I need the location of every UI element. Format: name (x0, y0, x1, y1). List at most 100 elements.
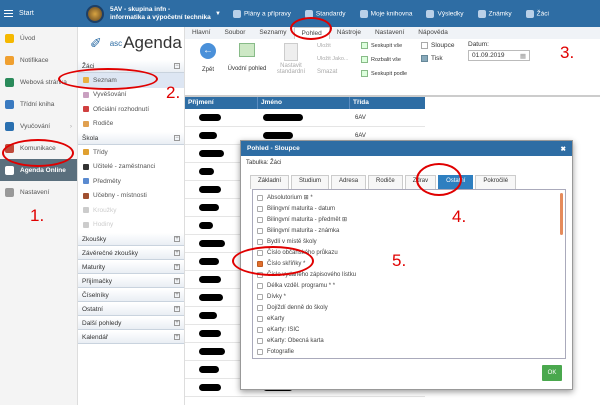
menu-item-tridy[interactable]: Třídy (78, 145, 184, 160)
checkbox[interactable] (257, 293, 263, 300)
collapse-all-button[interactable]: Seskupit vše (361, 42, 402, 49)
nav-znamky[interactable]: Známky (477, 9, 512, 18)
checkbox[interactable] (257, 304, 263, 311)
menu-item-vyvesovani[interactable]: Vyvěšování (78, 88, 184, 103)
group-zaverecne-zkousky[interactable]: Závěrečné zkoušky + (78, 247, 184, 260)
group-by-button[interactable]: Seskupit podle (361, 70, 407, 77)
checkbox[interactable] (257, 326, 263, 333)
column-class[interactable]: Třída (353, 99, 369, 106)
collapse-icon[interactable]: − (174, 135, 180, 141)
checkbox[interactable] (257, 337, 263, 344)
expand-all-button[interactable]: Rozbalit vše (361, 56, 401, 63)
sidebar-item-uvod[interactable]: Úvod (0, 27, 77, 49)
checkbox[interactable] (257, 205, 263, 212)
chevron-down-icon[interactable]: ▼ (215, 10, 221, 17)
expand-icon[interactable]: + (174, 292, 180, 298)
sidebar-item-nastaveni[interactable]: Nastavení (0, 181, 77, 203)
group-ostatni[interactable]: Ostatní + (78, 303, 184, 316)
group-ciselniky[interactable]: Číselníky + (78, 289, 184, 302)
nav-vysledky[interactable]: Výsledky (426, 9, 464, 18)
column-option[interactable]: Bilingvní maturita - datum (253, 203, 565, 214)
group-kalendar[interactable]: Kalendář + (78, 331, 184, 344)
menu-item-ucebny-mistnosti[interactable]: Učebny - místnosti (78, 189, 184, 204)
expand-icon[interactable]: + (174, 320, 180, 326)
znamky-icon (477, 9, 486, 18)
tab-napoveda[interactable]: Nápověda (418, 29, 448, 36)
column-option[interactable]: Bilingvní maturita - předmět ⊞ (253, 214, 565, 225)
column-option[interactable]: Dojíždí denně do školy (253, 302, 565, 313)
nav-standardy[interactable]: Standardy (304, 9, 346, 18)
column-surname[interactable]: Příjmení (185, 97, 258, 109)
expand-icon[interactable]: + (174, 278, 180, 284)
checkbox[interactable] (257, 315, 263, 322)
group-prijimacky[interactable]: Přijímačky + (78, 275, 184, 288)
column-option[interactable]: Absolutorium ⊞ * (253, 192, 565, 203)
column-option[interactable]: Dívky * (253, 291, 565, 302)
column-option[interactable]: Fotografie (253, 346, 565, 357)
menu-item-rodice[interactable]: Rodiče (78, 117, 184, 132)
scrollbar[interactable] (560, 193, 563, 235)
nav-zaci[interactable]: Žáci (525, 9, 549, 18)
ok-button[interactable]: OK (542, 365, 562, 381)
column-option[interactable]: Bilingvní maturita - známka (253, 225, 565, 236)
nav-moje-knihovna[interactable]: Moje knihovna (359, 9, 412, 18)
table-row[interactable]: 6AV (185, 109, 425, 127)
menu-item-oficialni-rozhodnuti[interactable]: Oficiální rozhodnutí (78, 102, 184, 117)
group-title: Závěrečné zkoušky (82, 249, 138, 257)
home-view-button[interactable]: Úvodní pohled (227, 43, 267, 72)
collapse-icon[interactable]: − (174, 63, 180, 69)
set-standard-button[interactable]: Nastavit standardní (271, 43, 311, 75)
group-maturity[interactable]: Maturity + (78, 261, 184, 274)
sidebar-item-notifikace[interactable]: Notifikace (0, 49, 77, 71)
dialog-tab-adresa[interactable]: Adresa (331, 175, 367, 189)
dialog-tab-pokrocile[interactable]: Pokročilé (475, 175, 517, 189)
save-as-button[interactable]: Uložit Jako... (317, 56, 349, 62)
column-option[interactable]: eKarty: ISIC (253, 324, 565, 335)
sidebar-item-tridni-kniha[interactable]: Třídní kniha (0, 93, 77, 115)
checkbox[interactable] (257, 348, 263, 355)
print-button[interactable]: Tisk (421, 55, 443, 62)
back-button[interactable]: ← Zpět (200, 43, 216, 73)
calendar-icon[interactable]: ▦ (519, 53, 526, 60)
date-input[interactable]: 01.09.2019 ▦ (468, 50, 530, 61)
checkbox[interactable] (257, 216, 263, 223)
tab-hlavni[interactable]: Hlavní (192, 29, 211, 36)
columns-button[interactable]: Sloupce (421, 42, 455, 49)
dialog-tab-zakladni[interactable]: Základní (250, 175, 290, 189)
column-option[interactable]: eKarty: Obecná karta (253, 335, 565, 346)
expand-icon[interactable]: + (174, 264, 180, 270)
sidebar-item-vyucovani[interactable]: Vyučování › (0, 115, 77, 137)
close-icon[interactable]: ✖ (560, 145, 566, 153)
group-dalsi-pohledy[interactable]: Další pohledy + (78, 317, 184, 330)
expand-icon[interactable]: + (174, 236, 180, 242)
checkbox[interactable] (257, 227, 263, 234)
tab-soubor[interactable]: Soubor (224, 29, 246, 36)
column-option[interactable]: Bydlí v místě školy (253, 236, 565, 247)
tab-nastroje[interactable]: Nástroje (336, 29, 361, 36)
menu-item-predmety[interactable]: Předměty (78, 174, 184, 189)
group-zkousky[interactable]: Zkoušky + (78, 233, 184, 246)
checkbox[interactable] (257, 194, 263, 201)
start-button[interactable]: Start (0, 10, 78, 17)
nav-plany-a-pripravy[interactable]: Plány a přípravy (232, 9, 291, 18)
tab-nastaveni[interactable]: Nastavení (374, 29, 405, 36)
class-selector[interactable]: 5AV - skupina infn - informatika a výpoče… (110, 5, 211, 21)
checkbox[interactable] (257, 282, 263, 289)
menu-item-krouzky[interactable]: Kroužky (78, 203, 184, 218)
menu-item-hodiny[interactable]: Hodiny (78, 218, 184, 233)
dialog-tab-rodice[interactable]: Rodiče (368, 175, 403, 189)
menu-item-ucitele-zamestnanci[interactable]: Učitelé - zaměstnanci (78, 160, 184, 175)
expand-icon[interactable]: + (174, 306, 180, 312)
save-button[interactable]: Uložit (317, 43, 331, 49)
column-option[interactable]: eKarty (253, 313, 565, 324)
group-skola[interactable]: Škola − (78, 132, 184, 145)
delete-button[interactable]: Smazat (317, 69, 338, 75)
expand-icon[interactable]: + (174, 250, 180, 256)
column-option[interactable]: Délka vzděl. programu * * (253, 280, 565, 291)
sidebar-item-webova-stranka[interactable]: Webová stránka (0, 71, 77, 93)
dialog-tab-studium[interactable]: Studium (291, 175, 330, 189)
checkbox[interactable] (257, 238, 263, 245)
expand-icon[interactable]: + (174, 334, 180, 340)
column-firstname[interactable]: Jméno (258, 97, 350, 109)
tab-seznamy[interactable]: Seznamy (259, 29, 287, 36)
